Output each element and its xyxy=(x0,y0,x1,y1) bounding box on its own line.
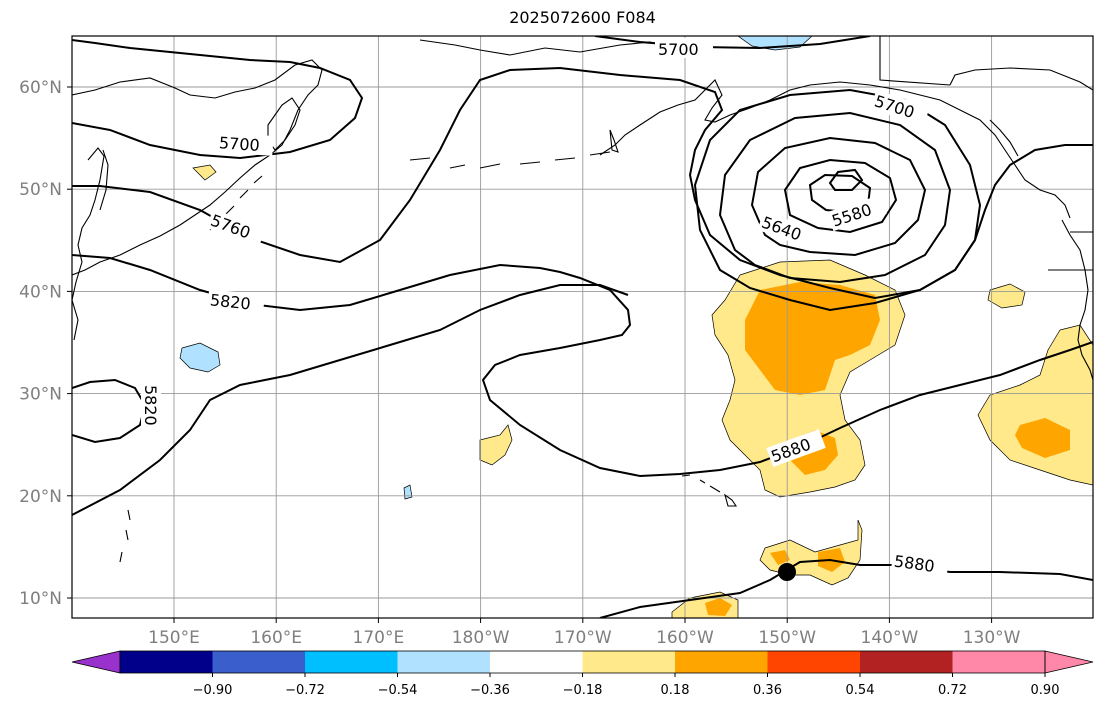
longitude-label: 160°W xyxy=(656,628,714,648)
shaded-region-negative xyxy=(179,342,221,373)
longitude-label: 150°W xyxy=(758,628,816,648)
longitude-label: 140°W xyxy=(861,628,919,648)
longitude-label: 160°E xyxy=(250,628,302,648)
colorbar-tick-label: 0.36 xyxy=(753,683,782,698)
longitude-label: 170°W xyxy=(554,628,612,648)
contour-label: 5700 xyxy=(872,91,917,122)
contour-label: 5700 xyxy=(658,40,699,59)
shaded-region-negative xyxy=(403,484,413,500)
contour-label: 5820 xyxy=(141,385,160,426)
contour-closed-center xyxy=(828,168,864,191)
graticule xyxy=(72,36,1093,618)
latitude-label: 50°N xyxy=(19,180,62,200)
colorbar-min-extension xyxy=(71,650,121,674)
latitude-label: 40°N xyxy=(19,282,62,302)
contour-5820-left xyxy=(72,378,147,444)
colorbar-segment xyxy=(212,651,305,673)
map-title: 2025072600 F084 xyxy=(509,8,656,27)
contour-label: 5880 xyxy=(893,551,936,575)
contour-5760-east xyxy=(874,144,1093,299)
colorbar-segment xyxy=(860,651,953,673)
colorbar-tick-label: −0.72 xyxy=(285,683,325,698)
contour-5700-north xyxy=(594,36,871,50)
contour-5700-west xyxy=(72,39,364,160)
latitude-label: 10°N xyxy=(19,589,62,609)
colorbar-tick-label: 0.18 xyxy=(661,683,690,698)
contour-5760 xyxy=(72,66,876,299)
longitude-label: 180°W xyxy=(452,628,510,648)
colorbar-segment xyxy=(582,651,675,673)
colorbar-segment xyxy=(490,651,583,673)
longitude-label: 130°W xyxy=(963,628,1021,648)
shaded-field-layer xyxy=(179,36,1093,618)
colorbar-tick-label: 0.72 xyxy=(938,683,967,698)
colorbar-tick-label: −0.36 xyxy=(470,683,510,698)
coastline-asia xyxy=(72,59,323,276)
shaded-region-positive xyxy=(987,283,1026,309)
axis-ticks xyxy=(67,86,993,623)
storm-position-marker xyxy=(778,563,796,581)
coastline-marianas xyxy=(119,509,131,563)
colorbar-max-extension xyxy=(1044,650,1094,674)
colorbar-segment xyxy=(675,651,768,673)
latitude-labels: 60°N 50°N 40°N 30°N 20°N 10°N xyxy=(19,78,62,609)
contour-label: 5820 xyxy=(209,290,251,313)
coastline-aleutians xyxy=(409,151,611,169)
contour-label: 5700 xyxy=(218,133,260,155)
colorbar-tick-label: −0.90 xyxy=(193,683,233,698)
coastline-alaska xyxy=(599,79,1071,219)
shaded-region-strong-positive xyxy=(1015,418,1070,458)
shaded-region-positive xyxy=(192,164,217,181)
colorbar-segment xyxy=(120,651,213,673)
coastline-sakhalin xyxy=(99,149,109,211)
coastline-japan xyxy=(72,147,105,301)
latitude-label: 20°N xyxy=(19,487,62,507)
colorbar-tick-label: −0.54 xyxy=(378,683,418,698)
contour-closed-outer xyxy=(693,88,982,312)
longitude-labels: 150°E 160°E 170°E 180°W 170°W 160°W 150°W 140°W… xyxy=(148,628,1021,648)
map-plot-area: 5700 5700 5700 5760 5820 5820 5640 5580 … xyxy=(72,36,1093,618)
coastline-aleutian-west xyxy=(609,129,619,153)
longitude-label: 170°E xyxy=(353,628,405,648)
colorbar-tick-label: −0.18 xyxy=(563,683,603,698)
colorbar-tick-label: 0.90 xyxy=(1031,683,1060,698)
contour-5880-south xyxy=(599,558,1093,618)
contour-label: 5760 xyxy=(208,211,253,243)
coastline-north-america xyxy=(1061,219,1093,381)
coastline-japan-south xyxy=(72,299,79,341)
longitude-label: 150°E xyxy=(148,628,200,648)
colorbar-tick-label: 0.54 xyxy=(846,683,875,698)
colorbar: −0.90 −0.72 −0.54 −0.36 −0.18 0.18 0.36 0.54 0.7… xyxy=(71,650,1094,698)
shaded-region-strong-positive xyxy=(705,598,732,616)
contour-closed-4 xyxy=(783,158,898,234)
colorbar-segment xyxy=(952,651,1045,673)
coastline-bc-islands xyxy=(989,119,1019,157)
colorbar-segment xyxy=(305,651,398,673)
latitude-label: 30°N xyxy=(19,385,62,405)
shaded-region-strong-positive xyxy=(745,282,880,395)
height-contours xyxy=(72,36,1093,618)
contour-5880 xyxy=(72,284,629,516)
coastline-canada-border xyxy=(879,36,951,86)
coastline-canada-east xyxy=(949,67,1093,91)
coastline-hawaii xyxy=(681,474,738,507)
contour-closed-3 xyxy=(750,136,927,257)
colorbar-segment xyxy=(767,651,860,673)
shaded-region-strong-positive xyxy=(770,550,790,565)
contour-closed-2 xyxy=(718,111,952,284)
contour-5820 xyxy=(72,254,1093,478)
shaded-region-positive xyxy=(479,424,513,466)
latitude-label: 60°N xyxy=(19,78,62,98)
colorbar-segment xyxy=(397,651,490,673)
